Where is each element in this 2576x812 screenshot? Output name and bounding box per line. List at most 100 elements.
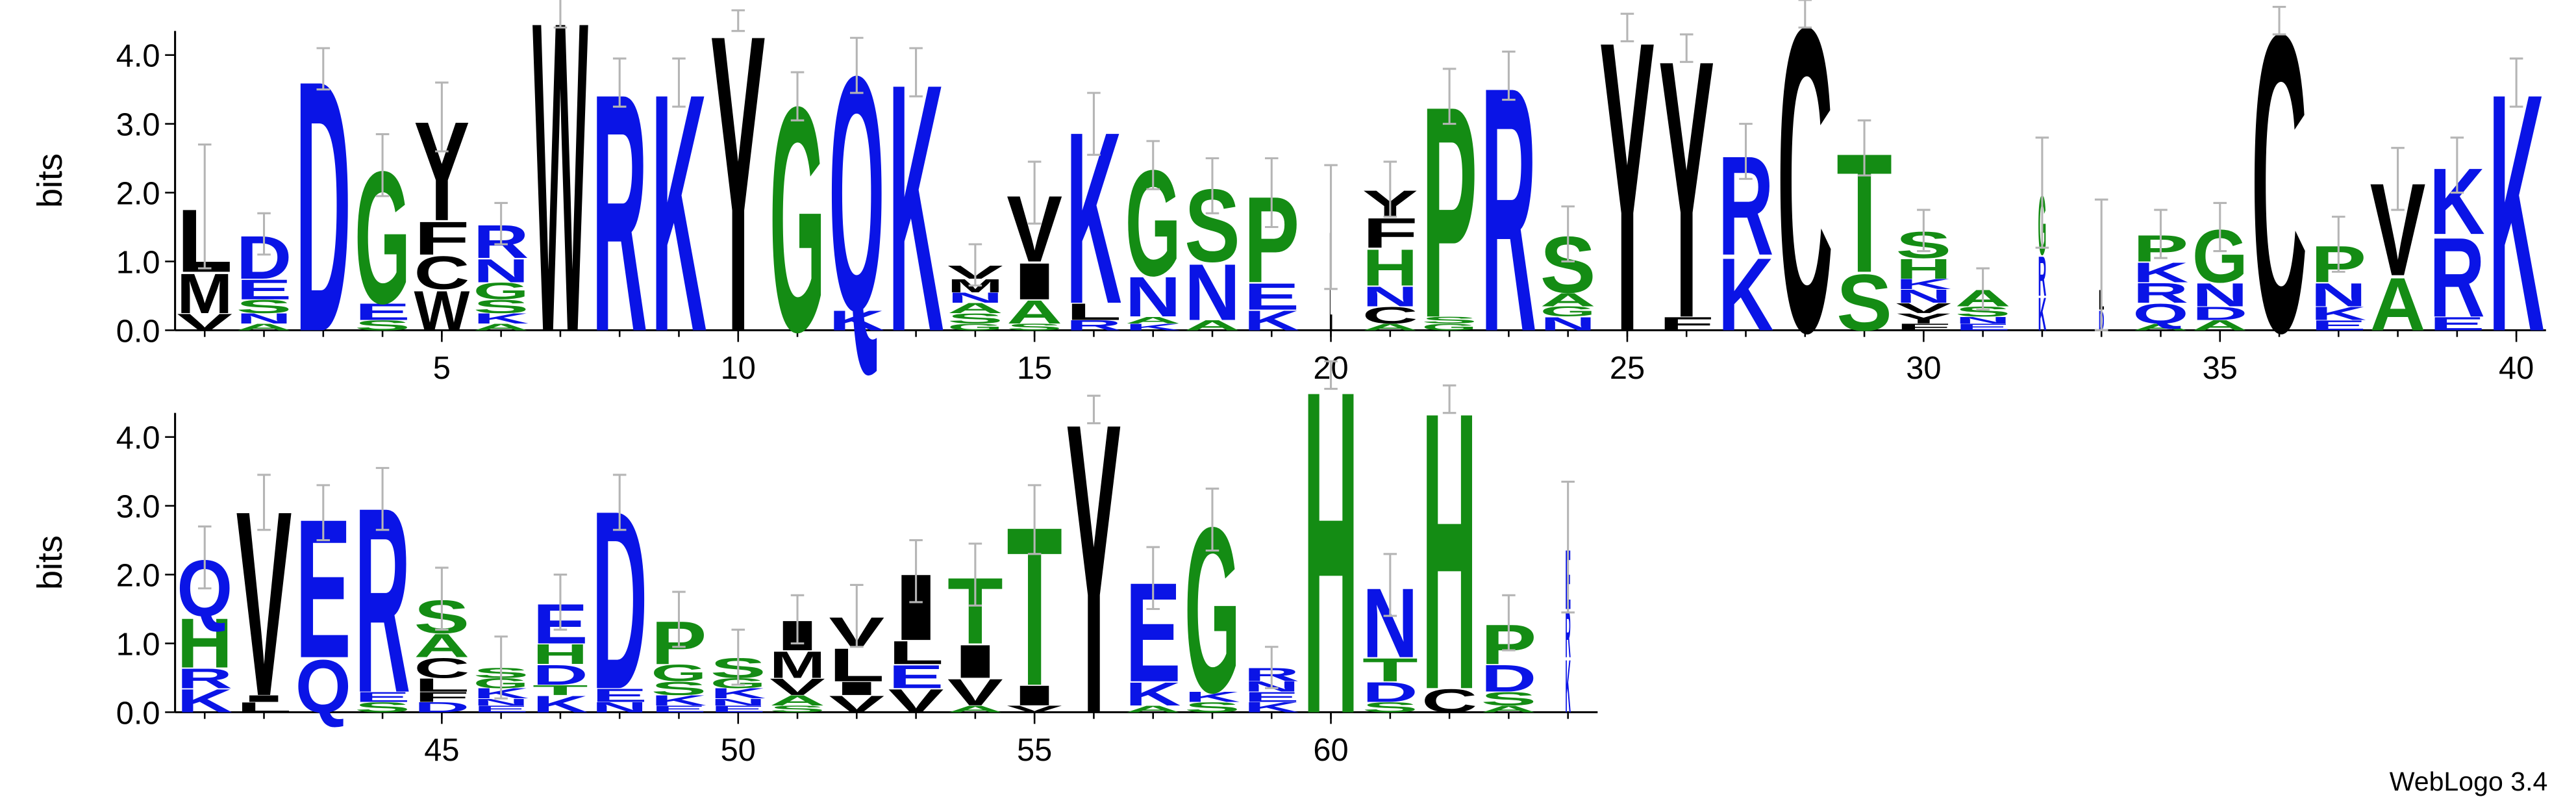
logo-letter: H — [177, 604, 232, 683]
logo-letter: E — [1244, 276, 1299, 318]
logo-letter: H — [1895, 254, 1951, 285]
logo-letter: K — [710, 685, 767, 702]
logo-letter: A — [1007, 294, 1062, 331]
logo-letter: N — [1895, 286, 1951, 307]
y-tick-label: 0.0 — [116, 314, 160, 349]
logo-letter: E — [1244, 689, 1299, 705]
logo-letter: K — [651, 692, 708, 709]
logo-letter: S — [1481, 689, 1536, 710]
logo-letter: A — [1362, 322, 1421, 333]
logo-letter: Y — [710, 0, 766, 420]
y-tick-label: 2.0 — [116, 559, 160, 594]
x-tick-label: 15 — [1017, 351, 1052, 386]
logo-letter: A — [1540, 290, 1596, 311]
y-tick-label: 3.0 — [116, 490, 160, 525]
logo-letter: R — [2429, 214, 2485, 340]
logo-letter: Q — [2133, 299, 2189, 330]
logo-letter: A — [473, 322, 532, 333]
logo-letter: N — [1125, 266, 1181, 329]
logo-letter: K — [1895, 276, 1952, 292]
logo-letter: G — [473, 278, 529, 305]
logo-letter: V — [177, 309, 232, 335]
logo-letter: K — [177, 682, 232, 719]
logo-letter: R — [2133, 278, 2189, 309]
y-tick-label: 0.0 — [116, 696, 160, 731]
logo-letter: N — [592, 699, 647, 715]
logo-letter: A — [947, 300, 1004, 316]
logo-letter: K — [1244, 305, 1300, 336]
x-tick-label: 60 — [1313, 733, 1348, 768]
logo-letter: A — [2192, 317, 2249, 333]
logo-letter: W — [414, 279, 470, 342]
logo-letter: Q — [295, 644, 351, 728]
logo-letter: A — [1125, 316, 1184, 326]
logo-letter: S — [355, 699, 410, 715]
logo-letter: Y — [1658, 0, 1714, 395]
logo-letter: L — [888, 634, 944, 671]
x-tick-label: 55 — [1017, 733, 1052, 768]
logo-letter: H — [532, 639, 588, 670]
logo-letter: N — [2192, 276, 2248, 313]
logo-letter: A — [1481, 704, 1539, 715]
logo-letter: G — [1540, 303, 1596, 320]
logo-letter: L — [1066, 299, 1122, 325]
logo-letter: S — [1362, 699, 1418, 715]
x-tick-label: 40 — [2499, 351, 2534, 386]
y-tick-label: 4.0 — [116, 39, 160, 74]
logo-letter: A — [414, 628, 469, 665]
logo-letter: I — [236, 694, 292, 704]
logo-letter: M — [769, 644, 825, 686]
credit: WebLogo 3.4 — [2390, 767, 2548, 796]
logo-letter: A — [1125, 704, 1184, 715]
logo-letter: E — [473, 704, 531, 715]
logo-letter: K — [2133, 257, 2190, 288]
logo-letter: K — [532, 691, 588, 717]
stack: FY — [1658, 0, 1714, 395]
logo-letter: Y — [1895, 311, 1953, 327]
logo-letter: N — [947, 290, 1003, 306]
logo-letter: F — [1658, 314, 1714, 335]
logo-letter: D — [1362, 677, 1418, 708]
logo-letter: C — [1421, 682, 1477, 719]
logo-letter: N — [473, 252, 529, 289]
logo-letter: V — [947, 672, 1003, 714]
logo-letter: L — [236, 699, 292, 715]
logo-letter: A — [2370, 262, 2426, 346]
stack: C — [1777, 0, 1833, 422]
logo-letter: N — [1362, 281, 1418, 312]
logo-letter: T — [532, 682, 591, 698]
x-tick-label: 5 — [433, 351, 451, 386]
logo-letter: K — [1125, 322, 1184, 333]
logo-letter: E — [1955, 322, 2013, 333]
logo-letter: F — [414, 689, 469, 705]
logo-letter: L — [414, 676, 469, 696]
logo-letter: I — [1007, 681, 1062, 712]
logo-letter: T — [1362, 652, 1418, 689]
logo-letter: N — [710, 698, 766, 708]
y-axis-label: bits — [31, 153, 69, 208]
logo-letter: R — [2038, 245, 2046, 308]
logo-letter: S — [1836, 258, 1892, 348]
logo-letter: I — [947, 635, 1003, 688]
x-tick-label: 10 — [721, 351, 756, 386]
logo-letter: S — [651, 679, 707, 700]
stack: VML — [177, 191, 232, 335]
logo-letter: K — [1718, 236, 1774, 352]
logo-letter: I — [829, 679, 884, 700]
logo-letter: E — [2429, 314, 2485, 335]
x-tick-label: 45 — [424, 733, 459, 768]
logo-letter: N — [473, 698, 529, 708]
logo-letter: K — [2310, 304, 2366, 325]
y-tick-label: 1.0 — [116, 627, 160, 662]
logo-letter: I — [1007, 253, 1062, 311]
logo-letter: N — [1184, 248, 1240, 338]
logo-letter: N — [1540, 314, 1596, 335]
